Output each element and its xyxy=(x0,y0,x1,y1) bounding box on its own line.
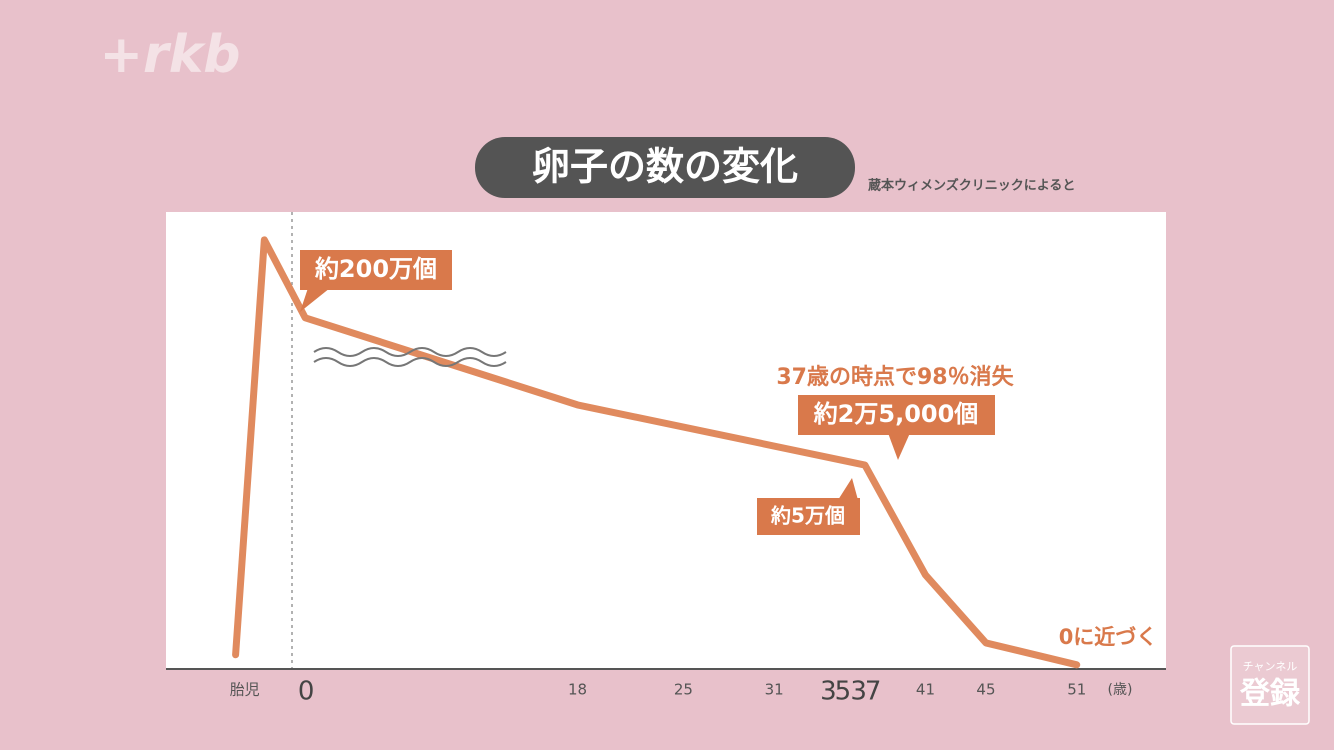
callout-pointer xyxy=(838,478,858,500)
logo: +rkb xyxy=(99,25,240,85)
x-tick-label: 31 xyxy=(765,681,784,699)
annotation: 37歳の時点で98％消失 xyxy=(776,364,1014,390)
x-tick-label: 41 xyxy=(916,681,935,699)
callout-pointer xyxy=(300,288,330,312)
x-tick-label: 0 xyxy=(298,677,313,707)
title-pill xyxy=(475,137,855,198)
subscribe-label[interactable]: 登録 xyxy=(1239,677,1301,712)
annotation: 0に近づく xyxy=(1059,625,1158,649)
annotation: 約5万個 xyxy=(770,504,845,528)
subscribe-frame[interactable] xyxy=(1230,645,1310,725)
chart-title: 卵子の数の変化 xyxy=(532,145,798,189)
subscribe-button[interactable]: チャンネル 登録 xyxy=(1230,645,1310,725)
callout-pointer xyxy=(888,433,910,460)
subscribe-caption[interactable]: チャンネル xyxy=(1243,660,1298,673)
x-tick-label: 18 xyxy=(568,681,587,699)
x-tick-label: 35 xyxy=(820,677,850,707)
callout-box xyxy=(798,395,995,435)
data-line xyxy=(232,236,1081,669)
x-tick-label: 45 xyxy=(976,681,995,699)
callout-box xyxy=(300,250,452,290)
x-tick-label: 胎児 xyxy=(230,681,260,699)
x-tick-label: 37 xyxy=(850,677,880,707)
break-wave xyxy=(313,357,507,367)
annotation: 約200万個 xyxy=(314,255,437,283)
axis-break xyxy=(313,347,507,367)
x-tick-label: 51 xyxy=(1067,681,1086,699)
x-tick-label: 25 xyxy=(674,681,693,699)
annotation: 約2万5,000個 xyxy=(813,400,979,428)
x-unit: (歳) xyxy=(1108,682,1133,698)
source-note: 蔵本ウィメンズクリニックによると xyxy=(868,178,1075,194)
break-wave xyxy=(313,347,507,357)
callout-box xyxy=(757,498,860,535)
